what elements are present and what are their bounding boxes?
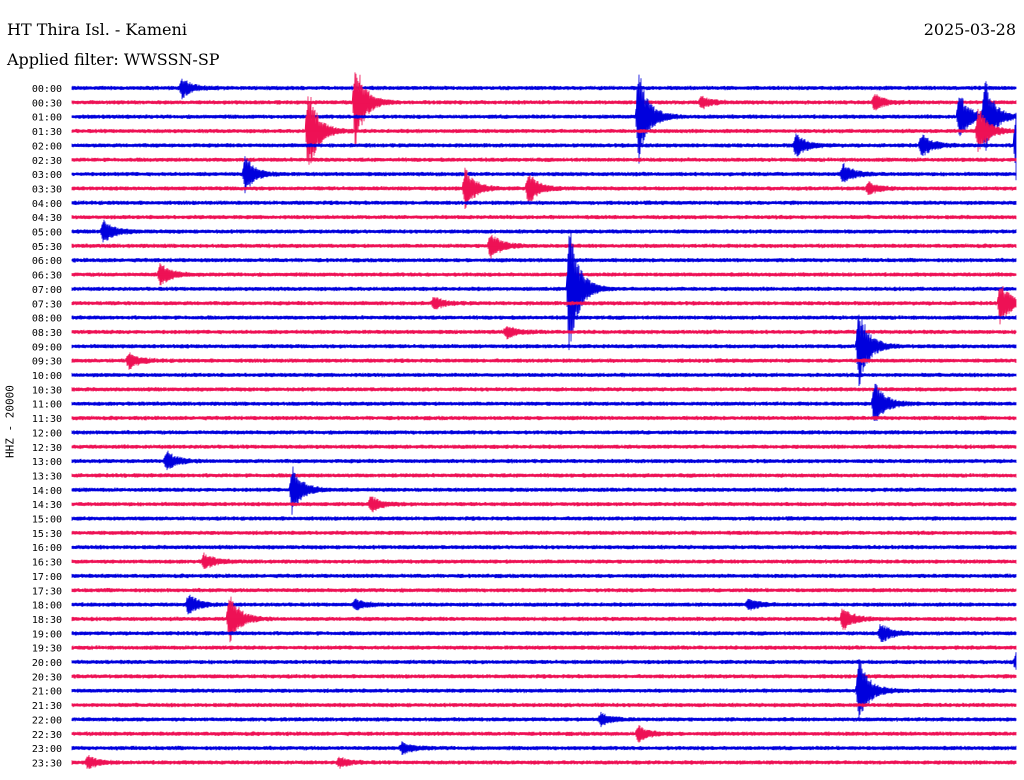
time-tick-label: 23:00: [32, 744, 62, 755]
time-tick-label: 21:00: [32, 687, 62, 698]
time-tick-label: 12:00: [32, 428, 62, 439]
time-tick-label: 03:00: [32, 170, 62, 181]
time-tick-label: 07:00: [32, 285, 62, 296]
time-tick-label: 07:30: [32, 299, 62, 310]
time-tick-label: 15:00: [32, 515, 62, 526]
time-tick-label: 16:00: [32, 543, 62, 554]
trace-2100: [71, 659, 1017, 720]
time-tick-label: 13:30: [32, 471, 62, 482]
trace-0200: [71, 112, 1017, 181]
station-title: HT Thira Isl. - Kameni: [7, 20, 187, 39]
time-tick-label: 23:30: [32, 758, 62, 769]
time-tick-label: 19:00: [32, 629, 62, 640]
time-tick-label: 08:00: [32, 314, 62, 325]
time-tick-label: 18:30: [32, 615, 62, 626]
time-tick-label: 15:30: [32, 529, 62, 540]
time-tick-label: 08:30: [32, 328, 62, 339]
time-tick-label: 04:00: [32, 199, 62, 210]
time-tick-label: 00:00: [32, 84, 62, 95]
time-tick-label: 21:30: [32, 701, 62, 712]
time-tick-label: 14:00: [32, 486, 62, 497]
time-tick-label: 01:00: [32, 113, 62, 124]
time-tick-label: 12:30: [32, 443, 62, 454]
time-tick-label: 19:30: [32, 644, 62, 655]
trace-1630: [71, 552, 1017, 569]
time-tick-label: 02:30: [32, 156, 62, 167]
time-tick-label: 02:00: [32, 141, 62, 152]
filter-label: Applied filter: WWSSN-SP: [7, 50, 220, 69]
time-tick-label: 01:30: [32, 127, 62, 138]
time-tick-label: 20:30: [32, 672, 62, 683]
trace-0030: [71, 72, 1017, 146]
time-tick-label: 14:30: [32, 500, 62, 511]
time-tick-label: 09:00: [32, 342, 62, 353]
time-tick-label: 10:00: [32, 371, 62, 382]
time-tick-label: 10:30: [32, 385, 62, 396]
time-tick-label: 06:00: [32, 256, 62, 267]
time-tick-label: 11:30: [32, 414, 62, 425]
trace-0530: [71, 234, 1017, 260]
time-tick-label: 03:30: [32, 184, 62, 195]
time-tick-label: 18:00: [32, 601, 62, 612]
trace-2000: [71, 652, 1017, 670]
time-tick-label: 17:30: [32, 586, 62, 597]
time-tick-label: 13:00: [32, 457, 62, 468]
time-tick-label: 17:00: [32, 572, 62, 583]
time-tick-label: 05:30: [32, 242, 62, 253]
time-tick-label: 04:30: [32, 213, 62, 224]
time-tick-label: 22:00: [32, 715, 62, 726]
time-tick-label: 06:30: [32, 271, 62, 282]
time-tick-label: 16:30: [32, 558, 62, 569]
time-tick-label: 20:00: [32, 658, 62, 669]
date-label: 2025-03-28: [923, 20, 1016, 39]
time-tick-label: 09:30: [32, 357, 62, 368]
time-tick-label: 11:00: [32, 400, 62, 411]
channel-axis-label: HHZ - 20000: [3, 385, 17, 458]
time-tick-label: 05:00: [32, 228, 62, 239]
time-tick-label: 00:30: [32, 98, 62, 109]
time-tick-label: 22:30: [32, 730, 62, 741]
